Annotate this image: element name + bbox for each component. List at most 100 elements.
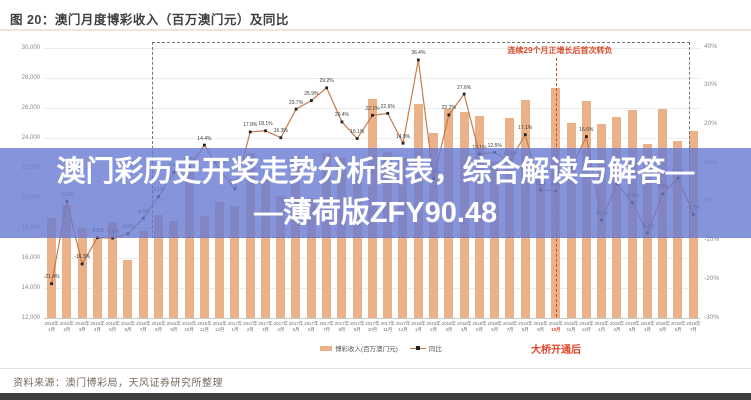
yoy-point-label: -21.4%	[43, 274, 60, 281]
yoy-point-label: 25.9%	[304, 91, 319, 98]
x-axis-label: 2018年 6月	[487, 321, 502, 332]
x-axis-label: 2017年 9月	[350, 321, 365, 332]
x-axis-label: 2018年 8月	[518, 321, 533, 332]
yoy-point-label: 27.6%	[457, 84, 472, 91]
bar-revenue	[77, 228, 87, 318]
x-axis-label: 2019年 3月	[625, 321, 640, 332]
left-axis-tick: 26,000	[21, 104, 40, 111]
yoy-point-label: 14.4%	[197, 135, 212, 142]
bar-swatch-icon	[320, 345, 332, 351]
left-axis-tick: 30,000	[21, 44, 40, 51]
x-axis-label: 2019年 1月	[594, 321, 609, 332]
footer-divider	[0, 368, 751, 369]
x-axis-label: 2017年 12月	[395, 321, 411, 332]
yoy-point-label: 16.1%	[350, 129, 365, 136]
legend-revenue-label: 博彩收入(百万澳门元)	[335, 346, 398, 353]
yoy-point-label: 17.8%	[243, 122, 258, 129]
yoy-point-label: 17.1%	[518, 125, 533, 132]
left-axis-tick: 24,000	[21, 134, 40, 141]
yoy-point-label: 20.4%	[334, 112, 349, 119]
watermark-overlay-band: 澳门彩历史开奖走势分析图表，综合解读与解答— —薄荷版ZFY90.48	[0, 148, 751, 238]
yoy-point-label: 12.1%	[466, 145, 492, 151]
line-swatch-icon	[409, 346, 426, 351]
right-axis-tick: -20%	[704, 274, 720, 282]
x-axis-label: 2016年 2月	[59, 321, 74, 332]
streak-annotation-label: 连续29个月正增长后首次转负	[507, 46, 613, 55]
source-note: 资料来源：澳门博彩局，天风证券研究所整理	[13, 378, 223, 389]
yoy-point-label: 36.4%	[411, 50, 426, 57]
right-axis-tick: 20%	[704, 119, 718, 127]
x-axis-label: 2016年 1月	[44, 321, 59, 332]
x-axis-label: 2016年 11月	[197, 321, 212, 332]
watermark-text-line2: —薄荷版ZFY90.48	[253, 197, 498, 229]
legend-item-revenue: 博彩收入(百万澳门元)	[320, 343, 398, 353]
x-axis-label: 2018年 1月	[411, 321, 426, 332]
x-axis-label: 2019年 7月	[686, 321, 701, 332]
bridge-open-label: 大桥开通后	[531, 345, 581, 356]
right-axis-tick: -10%	[704, 236, 720, 244]
yoy-point-label: 22.1%	[365, 105, 380, 112]
bar-revenue	[123, 259, 133, 318]
bar-revenue	[138, 231, 148, 318]
x-axis-label: 2019年 4月	[640, 321, 655, 332]
figure-header: 图 20：澳门月度博彩收入（百万澳门元）及同比	[0, 0, 751, 31]
x-axis-label: 2016年 4月	[90, 321, 105, 332]
x-axis-line	[44, 318, 700, 319]
x-axis-label: 2018年 7月	[502, 321, 518, 332]
legend-item-yoy: 同比	[409, 343, 442, 353]
chart-legend: 博彩收入(百万澳门元) 同比	[320, 343, 442, 353]
x-axis-label: 2016年 6月	[120, 321, 136, 332]
yoy-point-label: 16.6%	[579, 127, 594, 134]
yoy-point-label: 29.2%	[319, 78, 334, 85]
watermark-text-line1: 澳门彩历史开奖走势分析图表，综合解读与解答—	[56, 156, 695, 188]
x-axis-label: 2019年 5月	[655, 321, 670, 332]
x-axis-label: 2016年 7月	[136, 321, 151, 332]
yoy-point-label: 14.9%	[395, 133, 411, 140]
legend-yoy-label: 同比	[428, 346, 442, 353]
x-axis-label: 2017年 8月	[334, 321, 349, 332]
x-axis-label: 2017年 5月	[288, 321, 304, 332]
x-axis-label: 2016年 8月	[151, 321, 166, 332]
x-axis-label: 2016年 3月	[75, 321, 90, 332]
yoy-point-label: 16.3%	[273, 128, 288, 135]
x-axis-label: 2016年 12月	[212, 321, 227, 332]
x-axis-label: 2018年 3月	[441, 321, 456, 332]
bottom-dark-bar	[0, 393, 751, 400]
left-axis-tick: 12,000	[21, 314, 40, 321]
right-axis-tick: -30%	[704, 313, 720, 321]
x-axis-label: 2016年 5月	[105, 321, 120, 332]
left-axis-tick: 16,000	[21, 254, 40, 261]
x-axis-label: 2019年 2月	[609, 321, 625, 332]
yoy-point-label: -16.3%	[74, 254, 91, 261]
x-axis-label: 2018年 11月	[564, 321, 579, 332]
x-axis-label: 2018年 9月	[533, 321, 548, 332]
yoy-point-label: 23.7%	[288, 99, 304, 106]
x-axis-label: 2018年 4月	[457, 321, 472, 332]
x-axis-label: 2017年 6月	[304, 321, 319, 332]
x-axis-label: 2018年 10月	[548, 321, 563, 332]
left-axis-tick: 28,000	[21, 74, 40, 81]
x-axis-label: 2017年 10月	[365, 321, 380, 332]
yoy-point-label: 12.5%	[487, 142, 502, 149]
x-axis-label: 2017年 11月	[380, 321, 395, 332]
bar-revenue	[92, 237, 102, 318]
yoy-point-label: 22.2%	[441, 105, 456, 112]
x-axis-label: 2018年 2月	[426, 321, 441, 332]
x-axis-label: 2017年 3月	[258, 321, 273, 332]
x-axis-label: 2017年 4月	[273, 321, 288, 332]
x-axis-label: 2016年 10月	[182, 321, 197, 332]
figure-title: 图 20：澳门月度博彩收入（百万澳门元）及同比	[10, 13, 289, 27]
yoy-point-label: 22.6%	[380, 103, 395, 110]
gridline	[44, 48, 700, 49]
x-axis-label: 2017年 7月	[319, 321, 334, 332]
x-axis-label: 2017年 2月	[243, 321, 258, 332]
x-axis-label: 2017年 1月	[227, 321, 243, 332]
right-axis-tick: 40%	[704, 42, 718, 50]
left-axis-tick: 14,000	[21, 284, 40, 291]
x-axis-label: 2018年 5月	[472, 321, 487, 332]
x-axis-label: 2016年 9月	[166, 321, 181, 332]
right-axis-tick: 30%	[704, 81, 718, 89]
yoy-point-label: 18.1%	[258, 121, 273, 128]
x-axis-label: 2018年 12月	[579, 321, 594, 332]
